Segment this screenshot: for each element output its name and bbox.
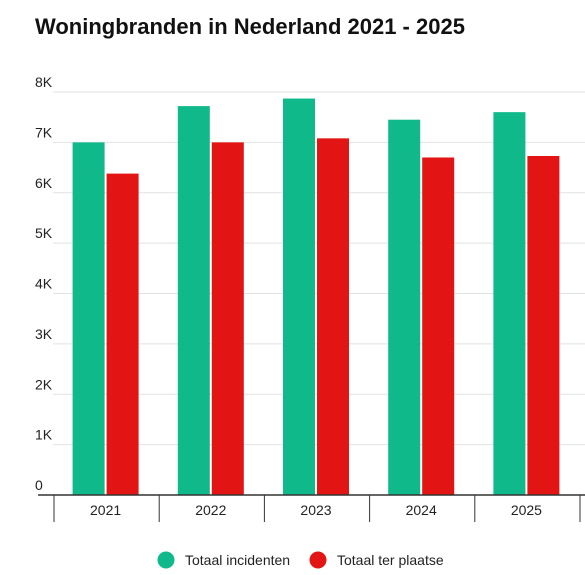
x-category-label: 2025 (511, 502, 542, 518)
chart-title: Woningbranden in Nederland 2021 - 2025 (35, 14, 465, 39)
y-tick-label: 8K (35, 74, 53, 90)
y-tick-label: 2K (35, 376, 53, 392)
bar-totaal-incidenten-2025 (493, 112, 526, 496)
y-axis-ticks: 0 1K 2K 3K 4K 5K 6K 7K 8K (35, 74, 53, 493)
y-tick-label: 6K (35, 175, 53, 191)
legend-label: Totaal ter plaatse (337, 552, 444, 568)
bar-totaal-ter-plaatse-2023 (317, 138, 349, 495)
y-tick-label: 1K (35, 427, 53, 443)
bar-totaal-ter-plaatse-2022 (211, 142, 244, 495)
legend-swatch (309, 551, 327, 569)
x-category-label: 2024 (406, 502, 437, 518)
bar-totaal-incidenten-2024 (388, 119, 421, 496)
y-tick-label: 7K (35, 124, 53, 140)
x-category-label: 2022 (195, 502, 226, 518)
bar-totaal-incidenten-2021 (72, 142, 105, 495)
bar-totaal-incidenten-2022 (177, 106, 210, 495)
bar-totaal-ter-plaatse-2024 (422, 157, 455, 496)
bars (72, 98, 560, 496)
bar-totaal-ter-plaatse-2021 (106, 173, 139, 496)
bar-totaal-ter-plaatse-2025 (527, 155, 560, 495)
y-tick-label: 4K (35, 276, 53, 292)
legend: Totaal incidenten Totaal ter plaatse (157, 551, 444, 569)
legend-swatch (157, 551, 175, 569)
legend-label: Totaal incidenten (185, 552, 290, 568)
y-tick-label: 0 (35, 477, 43, 493)
x-axis: 2021 2022 2023 2024 2025 (38, 494, 585, 522)
y-tick-label: 5K (35, 225, 53, 241)
x-category-label: 2021 (90, 502, 121, 518)
bar-totaal-incidenten-2023 (283, 98, 315, 495)
x-category-label: 2023 (300, 502, 331, 518)
y-tick-label: 3K (35, 326, 53, 342)
